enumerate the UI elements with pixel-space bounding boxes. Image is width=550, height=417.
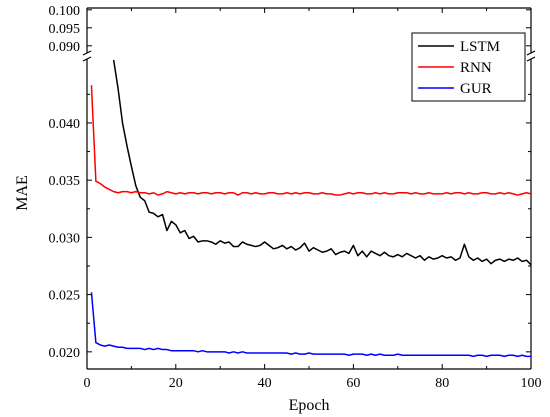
break-mark-right-2	[526, 56, 536, 62]
y-tick-label-0.020: 0.020	[49, 346, 81, 361]
axis-break-marks	[82, 50, 536, 62]
series-line-lstm	[112, 60, 531, 266]
tick-labels: 0 20 40 60 80 100 0.020 0.025 0.030 0.035 0.040 0.0…	[49, 4, 542, 391]
axis-ticks	[86, 8, 532, 369]
x-tick-label-40: 40	[258, 376, 272, 391]
series-lines	[90, 60, 531, 358]
x-tick-label-100: 100	[521, 376, 542, 391]
break-mark-right-1	[526, 50, 536, 56]
y-axis-title: MAE	[14, 175, 31, 211]
legend-label-lstm: LSTM	[460, 39, 500, 55]
y-tick-label-0.090: 0.090	[49, 40, 81, 55]
x-tick-label-60: 60	[346, 376, 360, 391]
y-tick-label-0.095: 0.095	[49, 22, 81, 37]
y-tick-label-0.100: 0.100	[49, 4, 81, 19]
legend-label-gur: GUR	[460, 81, 492, 97]
series-line-gur	[90, 292, 531, 358]
y-tick-label-0.030: 0.030	[49, 231, 81, 246]
y-tick-label-0.035: 0.035	[49, 174, 81, 189]
x-axis-title: Epoch	[289, 397, 330, 414]
y-tick-label-0.025: 0.025	[49, 289, 81, 304]
y-tick-label-0.040: 0.040	[49, 117, 81, 132]
series-line-rnn	[90, 85, 531, 196]
legend-label-rnn: RNN	[460, 60, 492, 76]
x-tick-label-0: 0	[84, 376, 91, 391]
legend: LSTM RNN GUR	[411, 32, 526, 102]
x-tick-label-80: 80	[435, 376, 449, 391]
break-mark-left-2	[82, 56, 92, 62]
x-tick-label-20: 20	[169, 376, 183, 391]
break-mark-left-1	[82, 50, 92, 56]
